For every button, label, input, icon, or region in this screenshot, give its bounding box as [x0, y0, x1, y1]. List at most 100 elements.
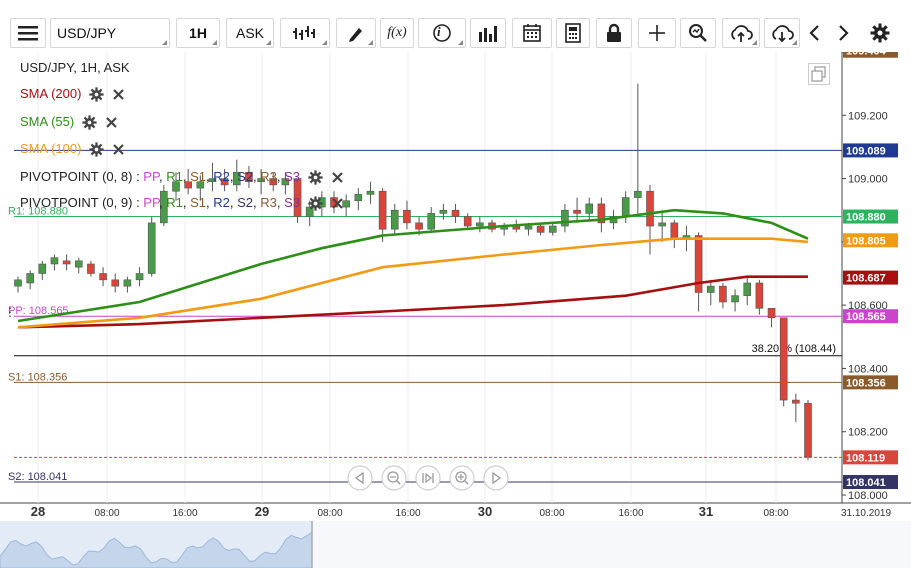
candle-body	[74, 260, 83, 268]
scroll-right-button[interactable]	[830, 18, 858, 48]
symbol-select[interactable]: USD/JPY	[50, 18, 170, 48]
price-tick-label: 108.000	[848, 490, 888, 502]
candle-body	[196, 181, 205, 189]
sma-100-close-icon[interactable]	[112, 143, 125, 156]
price-tag-box	[843, 143, 898, 158]
zoom-button[interactable]	[680, 18, 716, 48]
candle-body	[147, 222, 156, 274]
candle-body	[208, 178, 217, 183]
calculator-button[interactable]	[556, 18, 590, 48]
pivot-level-label: S1: 108.356	[8, 371, 67, 383]
candle-body	[706, 285, 715, 293]
time-tick-label: 08:00	[317, 508, 342, 519]
price-tick-label: 108.600	[848, 300, 888, 312]
candle-body	[281, 178, 290, 186]
draw-tool-icon	[349, 28, 362, 42]
time-tick-label: 16:00	[172, 508, 197, 519]
candle-body	[561, 209, 569, 227]
candle-body	[694, 235, 703, 293]
candle-body	[378, 190, 387, 230]
candle-body	[415, 222, 423, 230]
sma-200-close-icon[interactable]	[112, 88, 125, 101]
candle-body	[305, 206, 314, 217]
calculator-icon	[565, 23, 581, 43]
candle-body	[390, 209, 399, 230]
arrow-left-icon	[809, 25, 819, 41]
pivot-part: S2	[237, 195, 253, 210]
settings-button[interactable]	[866, 18, 894, 48]
candle-body	[524, 225, 533, 230]
chart-area[interactable]: 109.400109.200109.000108.800108.600108.4…	[0, 52, 911, 568]
sma-55-close-icon[interactable]	[105, 116, 118, 129]
lock-button[interactable]	[596, 18, 632, 48]
plot-background	[0, 52, 842, 503]
price-tag-label: 109.089	[846, 145, 886, 157]
sma-200-label: SMA (200)	[20, 86, 82, 101]
pivot-part: S1	[190, 169, 206, 184]
time-tick-label: 29	[255, 504, 269, 519]
price-chart[interactable]: 109.400109.200109.000108.800108.600108.4…	[0, 52, 911, 568]
pivot-part: S3	[284, 169, 300, 184]
time-tick-label: 08:00	[763, 508, 788, 519]
candle-body	[123, 279, 132, 287]
candle-body	[269, 178, 278, 186]
price-type-select[interactable]: ASK	[226, 18, 274, 48]
pivot-part: S3	[284, 195, 300, 210]
sma-55-settings-icon[interactable]	[82, 115, 97, 130]
candle-body	[257, 178, 265, 183]
price-tag-label: 108.805	[846, 235, 886, 247]
bar-chart-type-icon	[293, 26, 315, 40]
pivot-1-close-icon[interactable]	[331, 197, 344, 210]
fullscreen-button[interactable]	[808, 63, 830, 85]
pivot-part: PP	[143, 169, 159, 184]
pivot-level-label: R1: 108.880	[8, 206, 68, 218]
price-tag-label: 108.119	[846, 452, 885, 464]
reset-icon[interactable]	[415, 465, 441, 491]
crosshair-button[interactable]	[638, 18, 676, 48]
candle-body	[804, 402, 812, 458]
volume-icon	[479, 26, 497, 42]
timeframe-select[interactable]: 1H	[176, 18, 220, 48]
pivot-part: PP	[143, 195, 159, 210]
volume-button[interactable]	[470, 18, 506, 48]
legend-pivotpoint-9: PIVOTPOINT (0, 9) : PP, R1, S1, R2, S2, …	[20, 195, 344, 211]
formula-button[interactable]: f(x)	[380, 18, 414, 48]
cloud-upload-button[interactable]	[722, 18, 760, 48]
pivot-0-close-icon[interactable]	[331, 171, 344, 184]
price-tag-box	[843, 450, 898, 465]
candle-body	[160, 190, 168, 224]
info-button[interactable]: i	[418, 18, 466, 48]
zoom-in-icon[interactable]	[449, 465, 475, 491]
next-icon[interactable]	[483, 465, 509, 491]
calendar-button[interactable]	[512, 18, 552, 48]
sma-100-label: SMA (100)	[20, 141, 82, 156]
time-tick-label: 08:00	[539, 508, 564, 519]
toolbar: USD/JPY 1H ASK f(x) i	[0, 0, 911, 52]
pivot-name: PIVOTPOINT (0, 9)	[20, 195, 133, 210]
sma-200-settings-icon[interactable]	[89, 87, 105, 102]
menu-button[interactable]	[10, 18, 46, 48]
zoom-out-icon[interactable]	[381, 465, 407, 491]
sma-100-settings-icon[interactable]	[89, 142, 105, 157]
candle-body	[184, 181, 192, 189]
time-tick-label: 28	[31, 504, 45, 519]
candle-body	[743, 282, 752, 296]
draw-tool-button[interactable]	[336, 18, 376, 48]
scroll-left-button[interactable]	[800, 18, 828, 48]
price-tag-label: 108.687	[846, 273, 886, 285]
pivot-part: S2	[237, 169, 253, 184]
pivot-1-settings-icon[interactable]	[308, 196, 323, 211]
pivot-0-settings-icon[interactable]	[308, 170, 323, 185]
price-type-label: ASK	[235, 25, 264, 41]
chart-type-button[interactable]	[280, 18, 330, 48]
candle-body	[548, 225, 557, 233]
price-tick-label: 109.000	[848, 174, 888, 186]
cloud-download-button[interactable]	[764, 18, 800, 48]
prev-icon[interactable]	[347, 465, 373, 491]
candle-body	[135, 273, 144, 281]
time-tick-label: 16:00	[618, 508, 643, 519]
calendar-icon	[523, 24, 541, 42]
legend-sma-55: SMA (55)	[20, 114, 118, 130]
sma-100-line	[17, 237, 809, 329]
arrow-right-icon	[839, 25, 849, 41]
